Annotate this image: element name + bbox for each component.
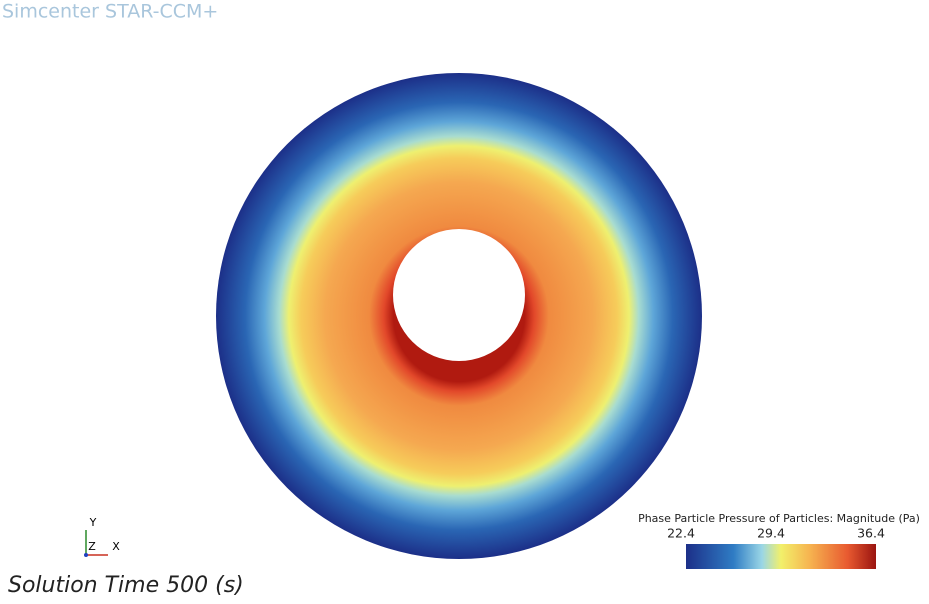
color-bar <box>686 544 876 569</box>
triad-label: Y <box>89 516 97 529</box>
z-axis <box>84 553 88 557</box>
legend-title: Phase Particle Pressure of Particles: Ma… <box>638 512 920 525</box>
triad-label: X <box>112 540 120 553</box>
inner-hole <box>393 229 525 361</box>
color-legend: Phase Particle Pressure of Particles: Ma… <box>638 512 920 569</box>
triad-label: Z <box>88 540 96 553</box>
legend-tick-label: 36.4 <box>857 526 885 541</box>
axis-triad: Y Z X <box>84 516 120 557</box>
app-title: Simcenter STAR-CCM+ <box>2 1 218 23</box>
solution-time: Solution Time 500 (s) <box>8 573 244 598</box>
legend-tick-label: 29.4 <box>757 526 785 541</box>
legend-tick-label: 22.4 <box>667 526 695 541</box>
